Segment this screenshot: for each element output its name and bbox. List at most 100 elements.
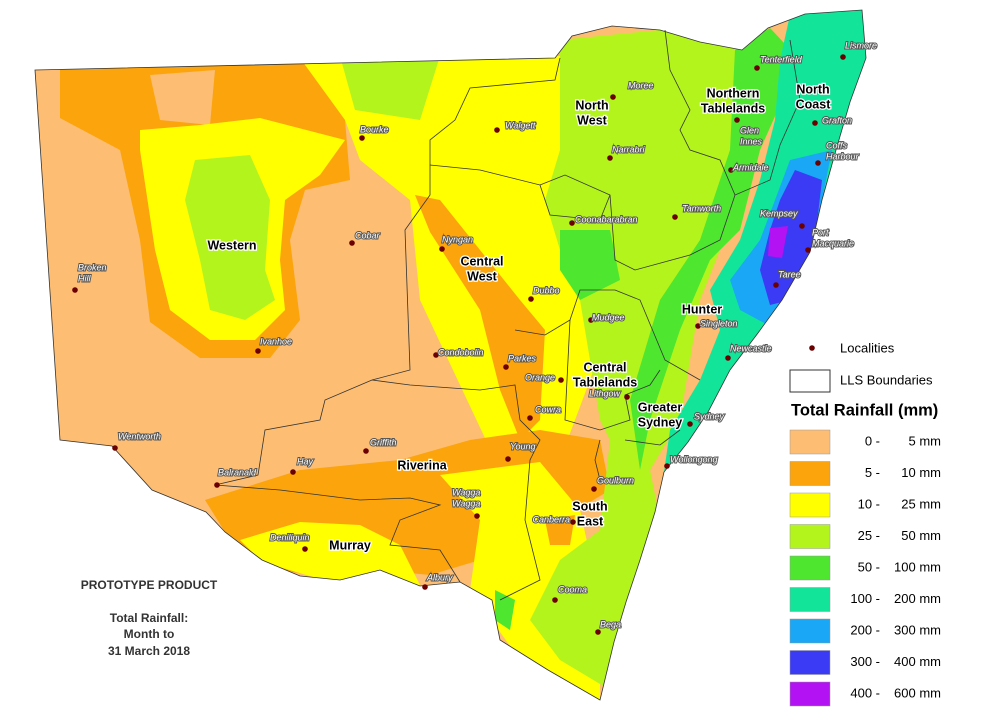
region-label: Central (583, 360, 626, 374)
legend-box (789, 369, 831, 393)
region-label: West (577, 113, 607, 127)
locality-label: Parkes (508, 353, 537, 363)
locality-label: Taree (778, 269, 801, 279)
locality-label: Orange (525, 372, 555, 382)
locality-label: Glen (740, 125, 759, 135)
locality-dot (474, 513, 480, 519)
zone (340, 56, 440, 120)
locality-label: Narrabri (612, 144, 646, 154)
locality-label: Tamworth (682, 203, 721, 213)
locality-label: Coffs (826, 140, 848, 150)
locality-dot (527, 415, 533, 421)
locality-dot (302, 546, 308, 552)
locality-label: Wagga (452, 487, 480, 497)
locality-label: Tenterfield (760, 54, 803, 64)
locality-dot (503, 364, 509, 370)
zone (768, 226, 788, 258)
locality-dot (255, 348, 261, 354)
locality-dot (595, 629, 601, 635)
legend-to: 25 mm (901, 496, 941, 511)
legend-swatch (789, 650, 831, 675)
locality-label: Albury (426, 572, 453, 582)
locality-label: Broken (78, 262, 107, 272)
legend-to: 50 mm (901, 528, 941, 543)
locality-dot (812, 120, 818, 126)
region-label: Sydney (638, 415, 683, 429)
zone (560, 230, 620, 300)
locality-dot (687, 421, 693, 427)
locality-label: Moree (628, 80, 654, 90)
locality-label: Singleton (700, 318, 738, 328)
locality-dot (528, 296, 534, 302)
region-label: Tablelands (573, 375, 637, 389)
locality-dot (725, 355, 731, 361)
locality-dot (433, 352, 439, 358)
locality-dot (439, 246, 445, 252)
locality-label: Cooma (558, 584, 587, 594)
region-label: Tablelands (701, 101, 765, 115)
locality-dot (799, 223, 805, 229)
legend-from: 5 - (865, 465, 880, 480)
legend-swatch (789, 587, 831, 612)
legend: Localities LLS Boundaries Total Rainfall… (789, 340, 941, 707)
product-note: PROTOTYPE PRODUCT Total Rainfall: Month … (81, 578, 218, 658)
lls-boundaries (34, 9, 867, 701)
locality-label: Cobar (355, 230, 381, 240)
locality-label: Macquarie (812, 238, 854, 248)
legend-from: 400 - (850, 685, 880, 700)
locality-dot (728, 167, 734, 173)
legend-swatch (789, 555, 831, 581)
region-label: West (467, 269, 497, 283)
locality-label: Mudgee (592, 312, 625, 322)
locality-label: Balranald (218, 467, 257, 477)
locality-label: Ivanhoe (260, 336, 292, 346)
legend-swatch (789, 429, 831, 455)
locality-label: Armidale (732, 162, 769, 172)
legend-localities: Localities (840, 340, 895, 355)
locality-label: Young (510, 441, 536, 451)
locality-dot (840, 54, 846, 60)
locality-label: Bourke (360, 124, 389, 134)
legend-dot (809, 345, 815, 351)
caption-line: 31 March 2018 (108, 644, 190, 658)
locality-dot (672, 214, 678, 220)
locality-label: Hay (297, 456, 314, 466)
locality-label: Wollongong (670, 454, 718, 464)
locality-label: Goulburn (597, 475, 634, 485)
rainfall-zones (35, 10, 866, 700)
locality-dot (664, 463, 670, 469)
locality-label: Canberra (532, 514, 570, 524)
locality-dot (610, 94, 616, 100)
locality-label: Harbour (826, 151, 860, 161)
region-label: Northern (707, 86, 760, 100)
region-label: Western (207, 238, 256, 252)
legend-swatch (789, 492, 831, 518)
locality-label: Wentworth (118, 431, 161, 441)
locality-dot (734, 117, 740, 123)
legend-from: 0 - (865, 433, 880, 448)
region-labels: WesternNorthWestNorthernTablelandsNorthC… (206, 81, 832, 554)
legend-boundaries: LLS Boundaries (840, 372, 933, 387)
locality-label: Newcastle (730, 343, 772, 353)
locality-label: Griffith (370, 437, 397, 447)
region-label: North (575, 98, 608, 112)
localities: Moree Walgett Bourke Narrabri Tenterfield Lis… (72, 39, 878, 635)
locality-dot (624, 394, 630, 400)
zone (415, 195, 545, 440)
locality-dot (505, 456, 511, 462)
legend-from: 100 - (850, 591, 880, 606)
legend-to: 300 mm (894, 622, 941, 637)
region-label: North (796, 82, 829, 96)
region-label: Hunter (682, 302, 722, 316)
locality-dot (349, 240, 355, 246)
legend-swatch (789, 618, 831, 644)
legend-from: 200 - (850, 622, 880, 637)
region-label: East (577, 514, 604, 528)
locality-label: Coonabarabran (575, 214, 638, 224)
legend-from: 300 - (850, 654, 880, 669)
locality-dot (363, 448, 369, 454)
legend-to: 600 mm (894, 685, 941, 700)
product-label: PROTOTYPE PRODUCT (81, 578, 218, 592)
locality-dot (695, 323, 701, 329)
